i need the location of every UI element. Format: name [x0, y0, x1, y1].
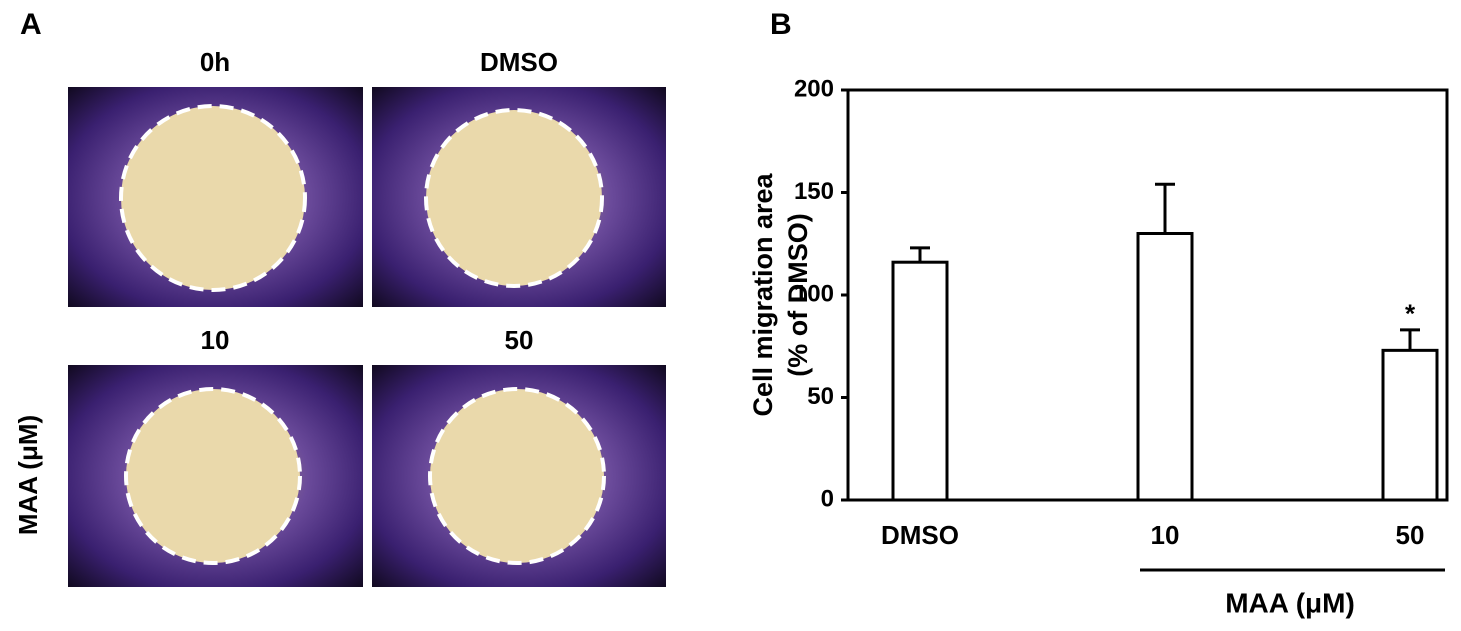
- micrograph: [68, 87, 363, 307]
- x-tick-label: 50: [1396, 520, 1425, 550]
- panel-label: B: [770, 8, 792, 41]
- y-tick-label: 150: [794, 178, 834, 205]
- significance-label: *: [1405, 299, 1416, 329]
- group-label: MAA (μM): [1225, 587, 1355, 618]
- panel-label: A: [20, 8, 42, 41]
- bar: [1136, 232, 1194, 502]
- y-axis-label: (% of DMSO): [783, 213, 813, 376]
- image-title: DMSO: [480, 47, 558, 77]
- x-tick-label: DMSO: [881, 520, 959, 550]
- row-label: MAA (μM): [13, 415, 43, 535]
- image-title: 0h: [200, 47, 230, 77]
- image-title: 10: [201, 325, 230, 355]
- micrograph: [68, 365, 363, 587]
- y-tick-label: 200: [794, 75, 834, 102]
- bar: [1381, 348, 1439, 502]
- micrograph: [372, 365, 666, 587]
- y-tick-label: 50: [807, 383, 834, 410]
- micrograph: [372, 87, 666, 307]
- y-axis-label: Cell migration area: [748, 172, 778, 416]
- image-title: 50: [505, 325, 534, 355]
- bar: [891, 260, 949, 502]
- x-tick-label: 10: [1151, 520, 1180, 550]
- y-tick-label: 0: [821, 485, 834, 512]
- y-tick-label: 100: [794, 280, 834, 307]
